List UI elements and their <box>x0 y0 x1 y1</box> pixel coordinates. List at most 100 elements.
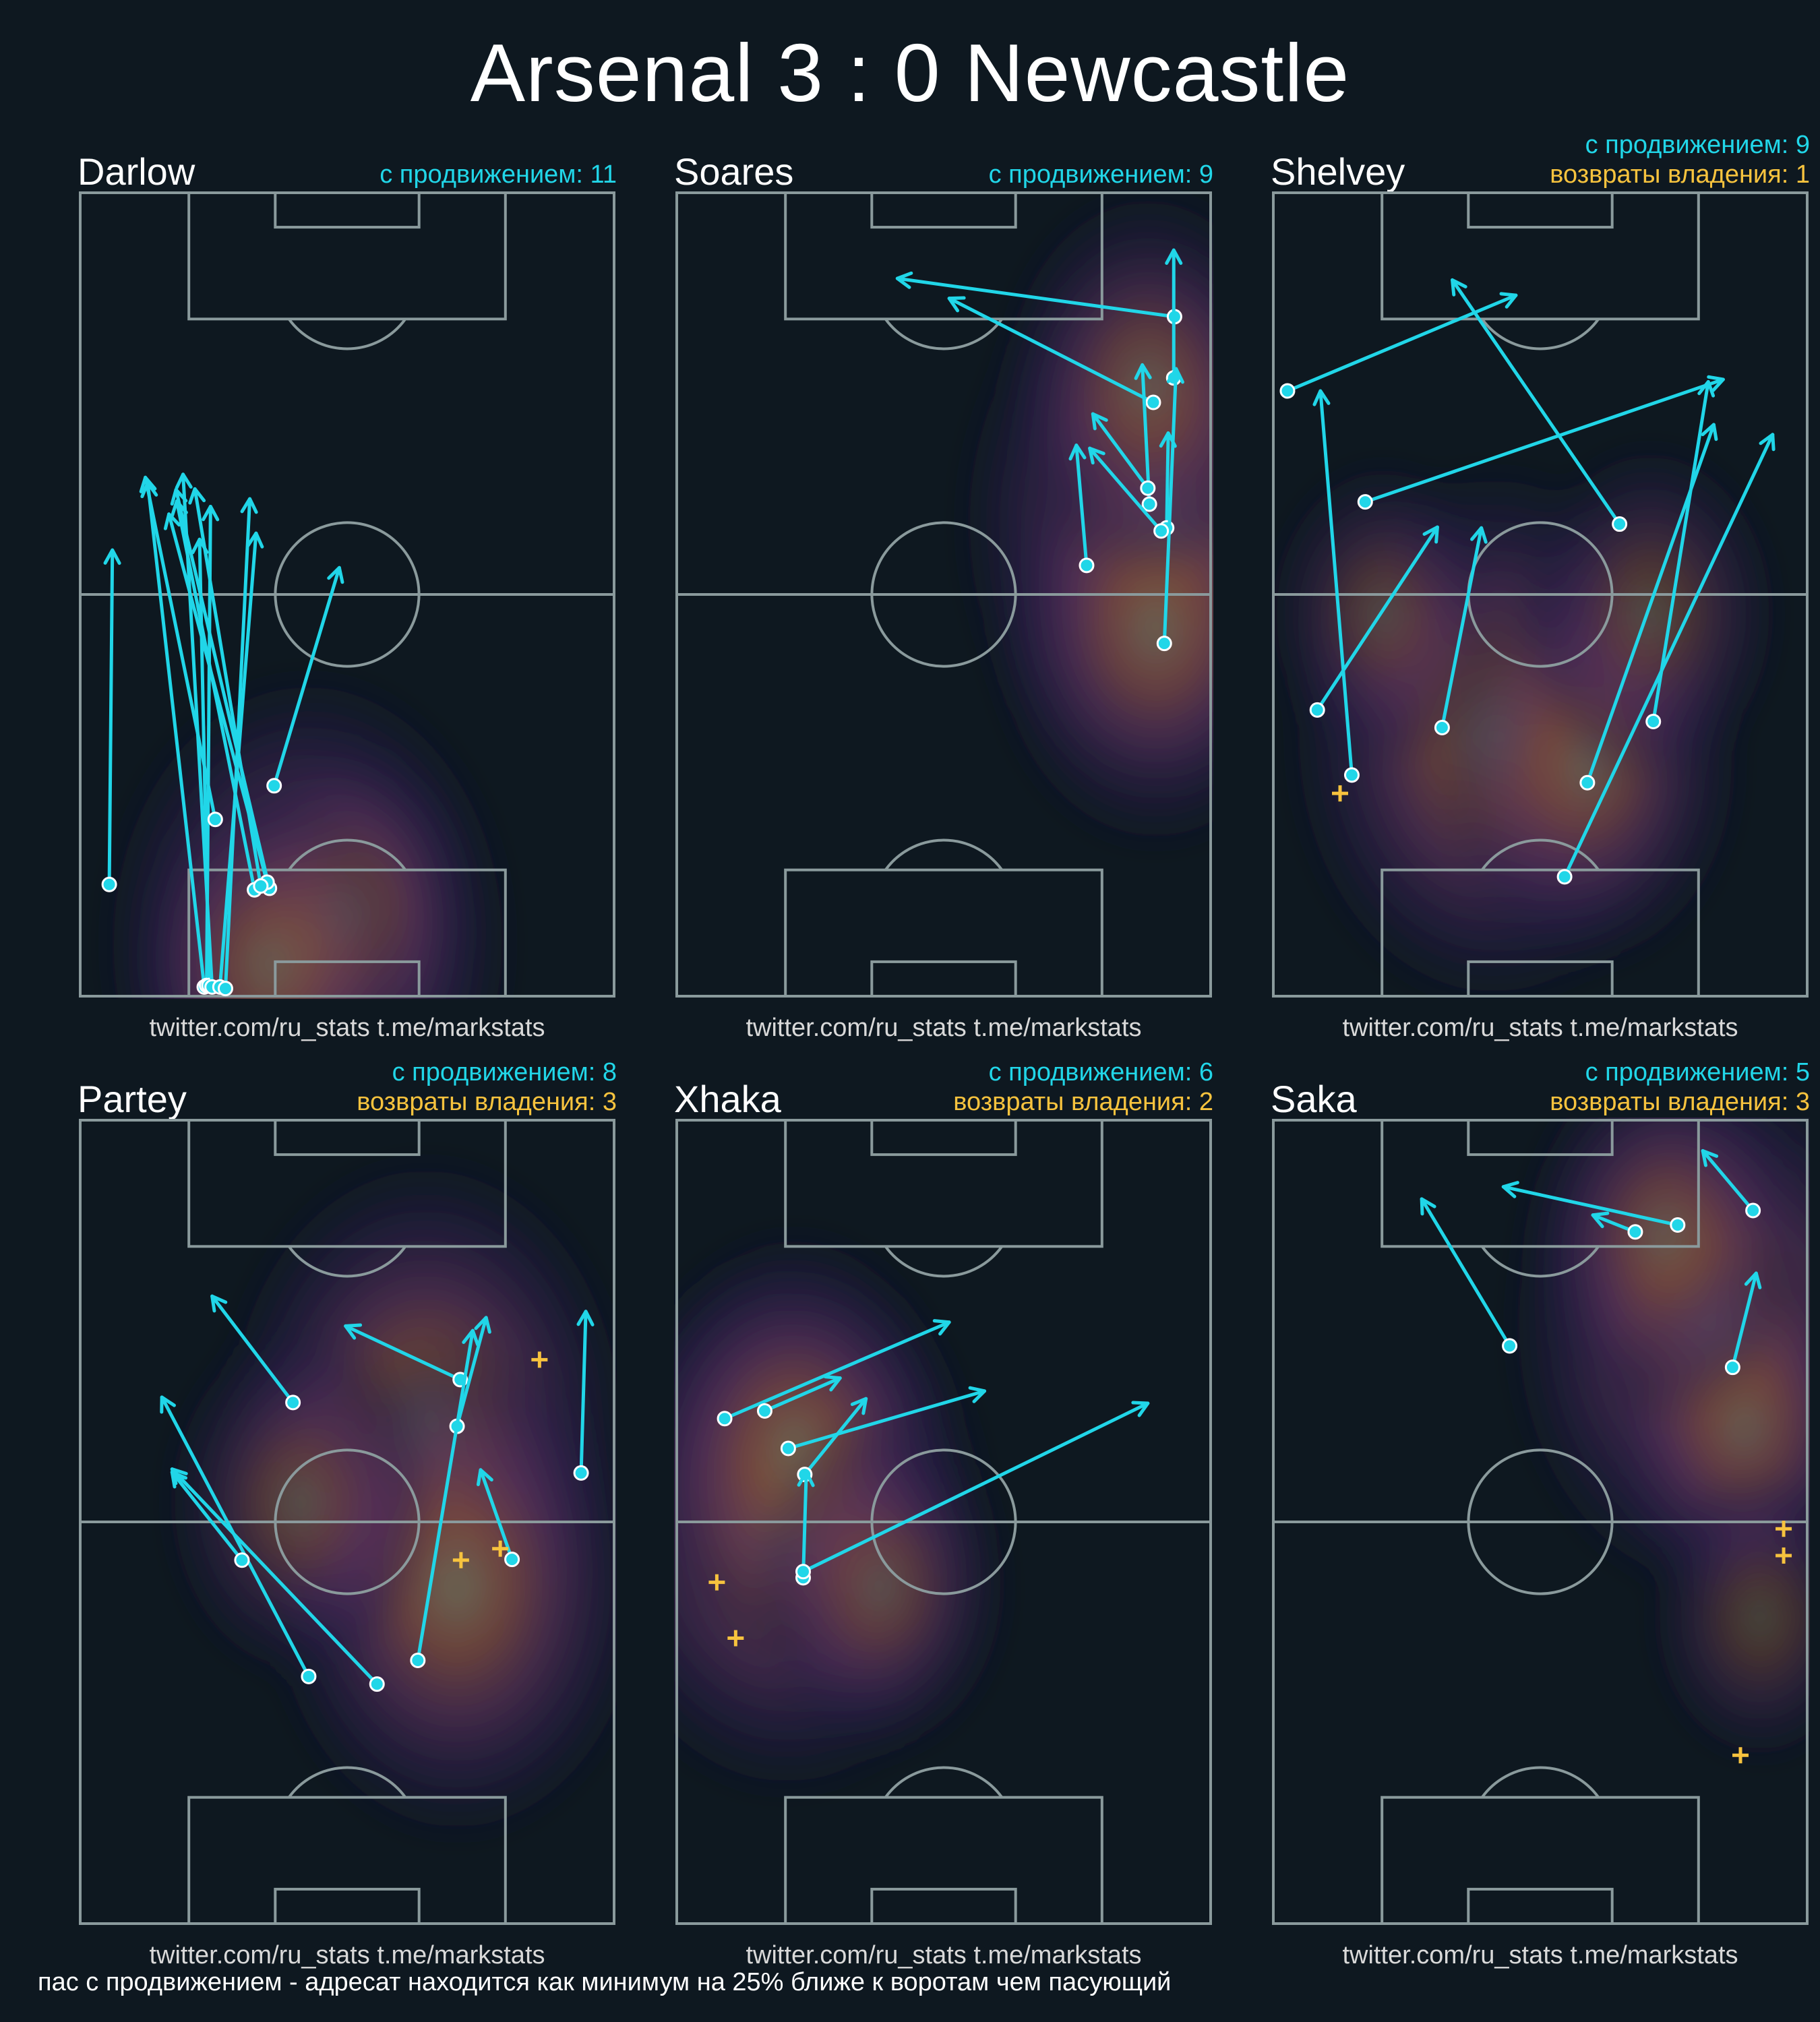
credit-text: twitter.com/ru_stats t.me/markstats <box>1342 1941 1738 1969</box>
pass-line <box>1440 526 1484 730</box>
recovery-plus-icon <box>531 1351 548 1368</box>
player-name: Xhaka <box>674 1078 781 1120</box>
arrow-head <box>1312 389 1331 406</box>
pass-line <box>801 1401 1150 1574</box>
arrow-head <box>170 1470 188 1489</box>
arrow-head <box>1759 433 1776 452</box>
pass-line <box>144 475 217 822</box>
center-circle <box>274 521 421 668</box>
six-yard-box-bottom <box>1467 960 1614 998</box>
pass-line <box>1420 1197 1512 1348</box>
pass-origin-dot <box>717 1411 733 1427</box>
density-map <box>159 1148 617 1848</box>
pass-line <box>107 548 115 886</box>
pass-arrow <box>1556 433 1776 885</box>
pass-line <box>1451 278 1622 526</box>
pass-line <box>174 487 272 890</box>
penalty-arc-top <box>884 318 1003 350</box>
pass-line <box>1363 377 1725 504</box>
pass-origin-dot <box>780 1440 796 1457</box>
pass-origin-dot <box>266 778 282 794</box>
pass-arrow <box>476 1468 520 1568</box>
pass-origin-dot <box>1309 702 1325 718</box>
arrow-head <box>850 1397 868 1415</box>
pass-arrow <box>1091 412 1156 496</box>
arrow-head <box>474 1316 491 1334</box>
arrow-head <box>1166 367 1184 384</box>
pass-line <box>1165 431 1170 530</box>
pass-origin-dot <box>573 1465 589 1481</box>
recovery-plus-icon <box>1776 1521 1792 1537</box>
pass-arrow <box>1451 278 1628 532</box>
pass-line <box>193 487 263 888</box>
pass-line <box>210 1294 295 1405</box>
credit-text: twitter.com/ru_stats t.me/markstats <box>149 1941 545 1969</box>
penalty-box-bottom <box>784 1796 1103 1926</box>
arrow-head <box>139 475 157 493</box>
pass-line <box>1730 1271 1758 1370</box>
arrow-head <box>1701 423 1718 441</box>
recovery-markers <box>708 1574 744 1647</box>
pass-line <box>272 565 341 788</box>
arrow-head <box>240 497 258 514</box>
pass-arrow <box>1724 1271 1762 1376</box>
pass-line <box>1285 293 1518 393</box>
pitch-lines <box>79 1119 615 1926</box>
pass-origin-dot <box>217 981 233 997</box>
pitch-map <box>1271 191 1809 999</box>
pass-arrow <box>1579 423 1718 791</box>
pass-arrow <box>170 1470 250 1568</box>
pass-arrows <box>1420 1148 1762 1376</box>
arrow-head <box>1165 248 1183 265</box>
pitch-lines <box>1272 1119 1809 1926</box>
arrow-head <box>1420 1197 1436 1216</box>
pass-arrow <box>1279 292 1518 399</box>
progressive-count: с продвижением: 5 <box>1585 1058 1810 1086</box>
pass-arrow <box>1068 443 1095 574</box>
pass-origin-dot <box>369 1676 385 1692</box>
pass-arrows <box>895 248 1184 652</box>
arrow-head <box>797 1470 815 1488</box>
pitch-lines <box>675 1119 1212 1926</box>
progressive-count: с продвижением: 9 <box>988 160 1213 189</box>
pass-line <box>344 1324 462 1382</box>
penalty-arc-bottom <box>1481 838 1600 871</box>
center-circle <box>870 521 1017 668</box>
arrow-head <box>823 1375 842 1392</box>
pass-line <box>479 1468 514 1562</box>
density-map <box>674 1221 1016 1804</box>
pass-line <box>762 1376 842 1413</box>
six-yard-box-bottom <box>1467 1887 1614 1926</box>
arrow-head <box>1701 1148 1719 1167</box>
recovery-markers <box>1732 1521 1792 1764</box>
pass-origin-dot <box>234 1552 250 1568</box>
pass-arrow <box>410 1328 480 1668</box>
recovery-plus-icon <box>727 1630 744 1647</box>
arrow-head <box>210 1294 228 1313</box>
pass-line <box>170 1467 379 1686</box>
pass-line <box>1162 367 1178 646</box>
penalty-arc-top <box>288 1246 406 1278</box>
pass-line <box>1315 525 1439 712</box>
six-yard-box-top <box>870 1119 1017 1157</box>
pass-origin-dot <box>756 1403 772 1419</box>
arrow-head <box>476 1468 493 1487</box>
pass-line <box>579 1310 588 1475</box>
pitch-lines <box>1272 191 1809 998</box>
pass-origin-dot <box>1724 1359 1740 1376</box>
panel-partey: Partey с продвижением: 8 возвраты владен… <box>78 1058 617 1994</box>
arrow-head <box>1131 1401 1150 1417</box>
pass-line <box>895 276 1176 319</box>
pass-arrow <box>717 1319 951 1427</box>
six-yard-box-bottom <box>870 1887 1017 1926</box>
arrow-head <box>1591 1211 1610 1229</box>
recovery-plus-icon <box>452 1552 469 1568</box>
arrow-head <box>171 499 188 518</box>
arrow-head <box>1422 525 1439 544</box>
pass-origin-dot <box>795 1564 812 1580</box>
pass-origin-dot <box>1556 869 1573 885</box>
credit-text: twitter.com/ru_stats t.me/markstats <box>149 1014 545 1042</box>
penalty-arc-bottom <box>884 838 1003 871</box>
pass-arrow <box>947 296 1161 410</box>
recovery-plus-icon <box>1332 785 1348 802</box>
